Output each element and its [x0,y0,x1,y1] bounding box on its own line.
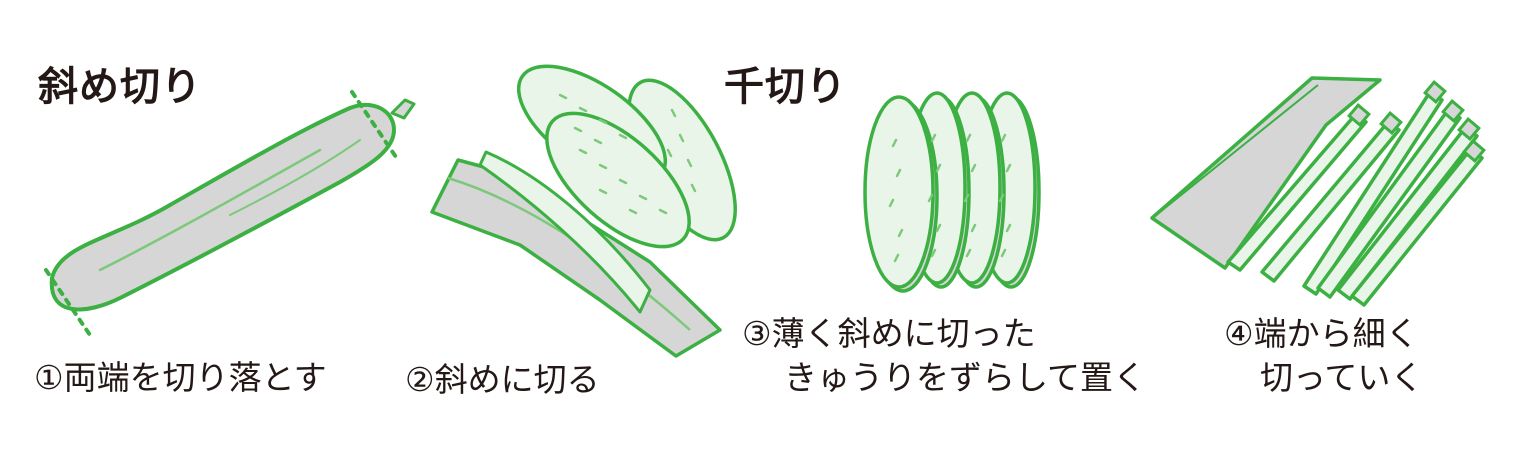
heading-julienne-cut: 千切り [724,64,847,110]
cucumber-highlight [98,148,322,272]
step-2-caption: ②斜めに切る [405,358,600,402]
step-4-caption: ④端から細く 切っていく [1224,312,1423,400]
cut-line-left [44,268,94,340]
diagonal-slicing-illustration [430,64,737,358]
step-1-text: 両端を切り落とす [63,358,327,397]
cucumber-body [49,102,396,312]
whole-cucumber-illustration [44,90,416,340]
staggered-slices-illustration [863,91,1041,293]
cut-line-right [350,90,400,162]
step-1-caption: ①両端を切り落とす [34,356,327,400]
heading-diagonal-cut: 斜め切り [38,64,202,110]
step-2-number: ② [405,360,435,399]
step-2-text: 斜めに切る [434,360,600,399]
step-4-text-line-2: 切っていく [1260,358,1424,397]
step-4-text-line-1: 端から細く [1253,314,1419,353]
slice-stack [516,64,737,249]
cucumber-stem [390,98,416,120]
strips [1226,90,1484,307]
step-4-number: ④ [1224,314,1254,353]
julienne-strips-illustration [1150,76,1486,307]
step-3-caption: ③薄く斜めに切った きゅうりをずらして置く [742,312,1146,400]
step-1-number: ① [34,358,64,397]
peeling-slice [478,150,652,314]
step-3-number: ③ [742,314,772,353]
remaining-slices-block [1150,76,1382,270]
slice-seeds [558,93,697,215]
step-3-text-line-2: きゅうりをずらして置く [784,358,1147,397]
step-3-text-line-1: 薄く斜めに切った [771,314,1036,353]
